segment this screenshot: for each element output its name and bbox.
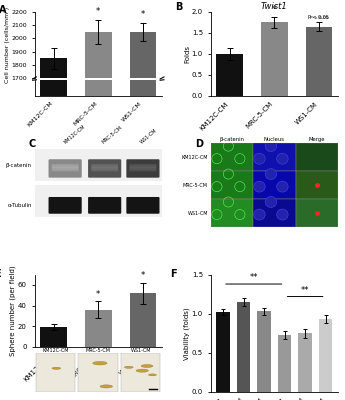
Ellipse shape — [136, 369, 148, 372]
Bar — [237, 302, 250, 392]
FancyBboxPatch shape — [49, 159, 82, 178]
Ellipse shape — [265, 196, 277, 208]
Ellipse shape — [265, 169, 277, 180]
Y-axis label: Viability (folds): Viability (folds) — [184, 307, 190, 360]
Text: KM12C-CM: KM12C-CM — [181, 155, 208, 160]
Bar — [306, 27, 332, 96]
Text: WS1-CM: WS1-CM — [139, 128, 158, 145]
Bar — [129, 32, 156, 302]
Bar — [319, 319, 332, 392]
Ellipse shape — [254, 153, 265, 164]
Ellipse shape — [277, 181, 288, 192]
Ellipse shape — [265, 141, 277, 152]
Bar — [216, 312, 230, 392]
FancyBboxPatch shape — [88, 159, 121, 178]
FancyBboxPatch shape — [91, 164, 118, 168]
Text: KM12C-CM: KM12C-CM — [62, 124, 86, 145]
Bar — [129, 293, 156, 347]
Bar — [216, 54, 243, 96]
Text: **: ** — [249, 274, 258, 282]
Ellipse shape — [277, 209, 288, 220]
Ellipse shape — [254, 209, 265, 220]
FancyBboxPatch shape — [129, 167, 156, 172]
Y-axis label: Cell number (cells/mm²): Cell number (cells/mm²) — [4, 7, 10, 83]
Bar — [85, 32, 112, 302]
FancyBboxPatch shape — [129, 164, 156, 168]
Text: *: * — [96, 7, 100, 16]
FancyBboxPatch shape — [91, 167, 118, 172]
FancyBboxPatch shape — [126, 197, 159, 214]
Text: D: D — [195, 139, 203, 149]
Text: Merge: Merge — [308, 137, 325, 142]
FancyBboxPatch shape — [52, 166, 79, 170]
FancyBboxPatch shape — [129, 166, 156, 170]
Text: P < 0.05: P < 0.05 — [308, 15, 329, 20]
Ellipse shape — [100, 385, 112, 388]
Text: KM12C-CM: KM12C-CM — [42, 348, 69, 353]
Text: *: * — [141, 271, 145, 280]
Text: *: * — [141, 10, 145, 18]
FancyBboxPatch shape — [52, 167, 79, 172]
Text: B: B — [175, 2, 182, 12]
Text: A: A — [0, 6, 6, 16]
Bar — [129, 17, 156, 96]
Text: MRC-5-CM: MRC-5-CM — [183, 183, 208, 188]
Title: Twist1: Twist1 — [261, 2, 288, 11]
Text: *: * — [96, 290, 100, 298]
Text: WS1-CM: WS1-CM — [187, 211, 208, 216]
Bar — [40, 327, 67, 347]
Ellipse shape — [52, 367, 61, 369]
Ellipse shape — [254, 181, 265, 192]
Bar — [34, 149, 162, 181]
Ellipse shape — [141, 364, 153, 368]
Text: α-Tubulin: α-Tubulin — [8, 203, 32, 208]
Bar — [85, 310, 112, 347]
Text: F: F — [170, 269, 176, 279]
FancyBboxPatch shape — [49, 197, 82, 214]
Bar — [40, 17, 67, 96]
Text: *: * — [272, 5, 276, 14]
Bar — [298, 333, 312, 392]
Bar — [34, 185, 162, 217]
FancyBboxPatch shape — [88, 197, 121, 214]
Text: β-catenin: β-catenin — [6, 164, 32, 168]
FancyBboxPatch shape — [126, 159, 159, 178]
Text: Nucleus: Nucleus — [264, 137, 285, 142]
Text: **: ** — [301, 286, 309, 295]
Bar — [40, 58, 67, 302]
Text: C: C — [28, 139, 36, 149]
Text: β-catenin: β-catenin — [219, 137, 244, 142]
Text: MRC-5-CM: MRC-5-CM — [101, 125, 123, 145]
Y-axis label: Sphere number (per field): Sphere number (per field) — [10, 266, 17, 356]
FancyBboxPatch shape — [91, 166, 118, 170]
Text: MRC-5-CM: MRC-5-CM — [86, 348, 111, 353]
FancyBboxPatch shape — [52, 164, 79, 168]
Bar — [85, 17, 112, 96]
Ellipse shape — [148, 374, 156, 376]
Bar — [257, 312, 271, 392]
Ellipse shape — [125, 366, 133, 368]
Text: P < 0.05: P < 0.05 — [309, 16, 328, 20]
Text: WS1-CM: WS1-CM — [130, 348, 151, 353]
Bar — [278, 335, 291, 392]
Ellipse shape — [93, 361, 107, 365]
Ellipse shape — [277, 153, 288, 164]
Bar — [261, 22, 288, 96]
Y-axis label: Folds: Folds — [184, 45, 190, 63]
